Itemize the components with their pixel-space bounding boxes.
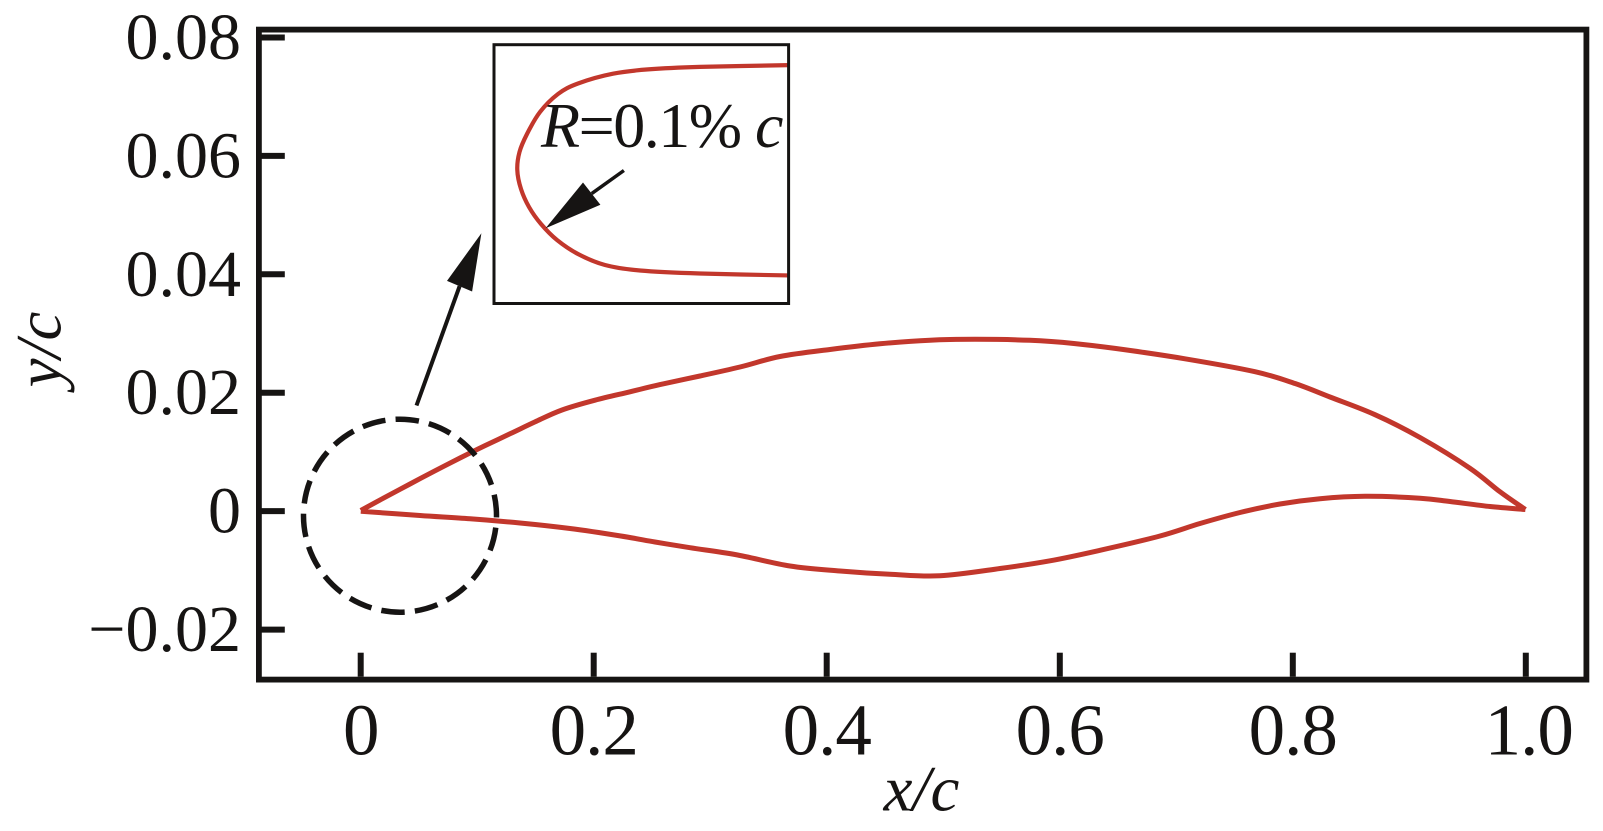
svg-text:0.6: 0.6 [1016,690,1104,771]
svg-text:0.4: 0.4 [783,690,872,771]
svg-text:R=0.1% c: R=0.1% c [540,90,783,161]
svg-text:0: 0 [343,690,379,771]
svg-text:1.0: 1.0 [1485,690,1573,771]
svg-text:0.08: 0.08 [126,1,242,74]
svg-text:−0.02: −0.02 [88,593,241,666]
svg-text:0.8: 0.8 [1249,690,1337,771]
svg-text:0.04: 0.04 [126,238,242,311]
svg-text:y/c: y/c [4,311,76,393]
svg-text:0.06: 0.06 [126,119,242,192]
svg-text:0.02: 0.02 [126,356,242,429]
svg-text:0.2: 0.2 [550,690,638,771]
svg-text:x/c: x/c [883,754,960,826]
svg-text:0: 0 [208,475,241,548]
